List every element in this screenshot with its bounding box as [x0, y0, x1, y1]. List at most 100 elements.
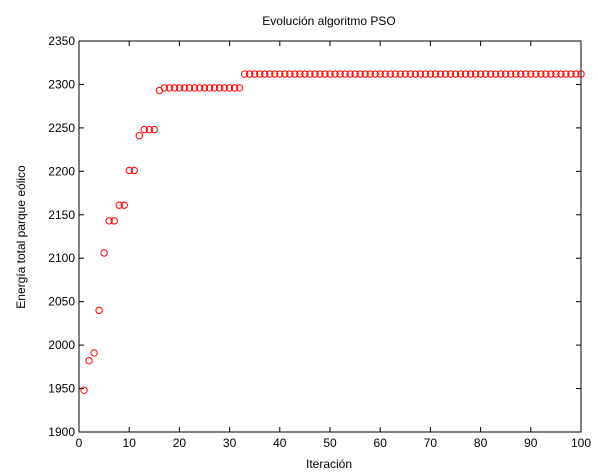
data-point	[371, 70, 379, 78]
data-point	[532, 70, 540, 78]
data-point	[441, 70, 450, 78]
data-point	[286, 70, 294, 78]
data-point	[502, 70, 510, 78]
data-point	[461, 70, 470, 78]
data-point	[316, 70, 324, 78]
data-point	[125, 166, 133, 175]
data-point	[311, 70, 319, 78]
data-point	[446, 70, 455, 78]
x-tick-label: 0	[76, 436, 83, 450]
data-point	[376, 70, 384, 78]
data-point	[110, 217, 118, 225]
data-point	[195, 84, 204, 92]
plot-area: 0 10 20 30 40 50 60 70 80 90 100 1900 1950 2000 2050 21…	[48, 34, 591, 450]
data-point	[170, 84, 179, 92]
y-axis-label: Energía total parque eólico	[14, 165, 28, 309]
data-point	[165, 84, 174, 92]
data-point	[486, 70, 495, 78]
data-point	[150, 125, 159, 134]
data-point	[391, 70, 399, 78]
data-point	[426, 70, 435, 78]
data-point	[522, 70, 530, 78]
data-point	[321, 70, 329, 78]
data-point	[527, 70, 535, 78]
y-tick-label: 2350	[48, 34, 75, 48]
axes-box	[78, 40, 582, 433]
data-point	[386, 70, 394, 78]
x-tick-label: 50	[323, 436, 337, 450]
data-point	[341, 70, 349, 78]
x-tick-label: 90	[524, 436, 538, 450]
data-point	[80, 386, 88, 394]
data-point	[256, 70, 264, 78]
x-tick-label: 30	[223, 436, 237, 450]
chart-title: Evolución algoritmo PSO	[262, 14, 395, 28]
data-point	[421, 70, 430, 78]
x-tick-label: 40	[273, 436, 287, 450]
data-point	[411, 70, 420, 78]
data-point	[296, 70, 304, 78]
data-point	[406, 70, 415, 78]
data-point	[230, 84, 239, 92]
data-point	[567, 70, 575, 78]
data-point	[215, 84, 224, 92]
y-tick-label: 2150	[48, 208, 75, 222]
data-point	[476, 70, 485, 78]
data-point	[281, 70, 289, 78]
data-point	[175, 84, 184, 92]
data-point	[185, 84, 194, 92]
data-point	[496, 70, 505, 78]
x-tick-label: 20	[173, 436, 187, 450]
data-point	[572, 70, 580, 78]
data-point	[557, 70, 565, 78]
data-point	[331, 70, 339, 78]
data-point	[90, 349, 98, 357]
data-point	[326, 70, 334, 78]
data-point	[100, 249, 108, 257]
data-point	[145, 125, 153, 134]
y-tick-label: 2000	[48, 338, 75, 352]
data-point	[251, 70, 259, 78]
data-point	[95, 306, 103, 315]
data-point	[301, 70, 309, 78]
y-tick-label: 2050	[48, 295, 75, 309]
data-point	[235, 84, 244, 92]
data-point	[200, 84, 209, 92]
x-tick-label: 60	[374, 436, 388, 450]
data-point	[120, 201, 128, 209]
data-point	[577, 70, 585, 78]
y-tick-label: 2200	[48, 164, 75, 178]
data-point	[562, 70, 570, 78]
data-point	[291, 70, 299, 78]
data-point	[361, 70, 369, 78]
data-point	[416, 70, 425, 78]
x-tick-label: 80	[474, 436, 488, 450]
data-point	[507, 70, 515, 78]
data-point	[436, 70, 445, 78]
data-point	[381, 70, 389, 78]
data-point	[346, 70, 354, 78]
data-point	[190, 84, 199, 92]
data-point	[105, 217, 113, 225]
y-tick-label: 2100	[48, 251, 75, 265]
x-tick-label: 100	[571, 436, 591, 450]
data-point	[220, 84, 229, 92]
data-point	[552, 70, 560, 78]
y-tick-label: 2250	[48, 121, 75, 135]
data-point	[431, 70, 440, 78]
data-point	[130, 166, 138, 175]
data-point	[356, 70, 364, 78]
data-point	[366, 70, 374, 78]
x-tick-label: 10	[123, 436, 137, 450]
data-point	[336, 70, 344, 78]
x-axis-label: Iteración	[306, 457, 352, 470]
data-point	[135, 132, 143, 140]
data-point	[276, 70, 284, 78]
data-point	[517, 70, 525, 78]
data-point	[306, 70, 314, 78]
data-point	[271, 70, 279, 78]
y-tick-label: 1950	[48, 382, 75, 396]
data-point	[160, 84, 169, 92]
data-point	[542, 70, 550, 78]
